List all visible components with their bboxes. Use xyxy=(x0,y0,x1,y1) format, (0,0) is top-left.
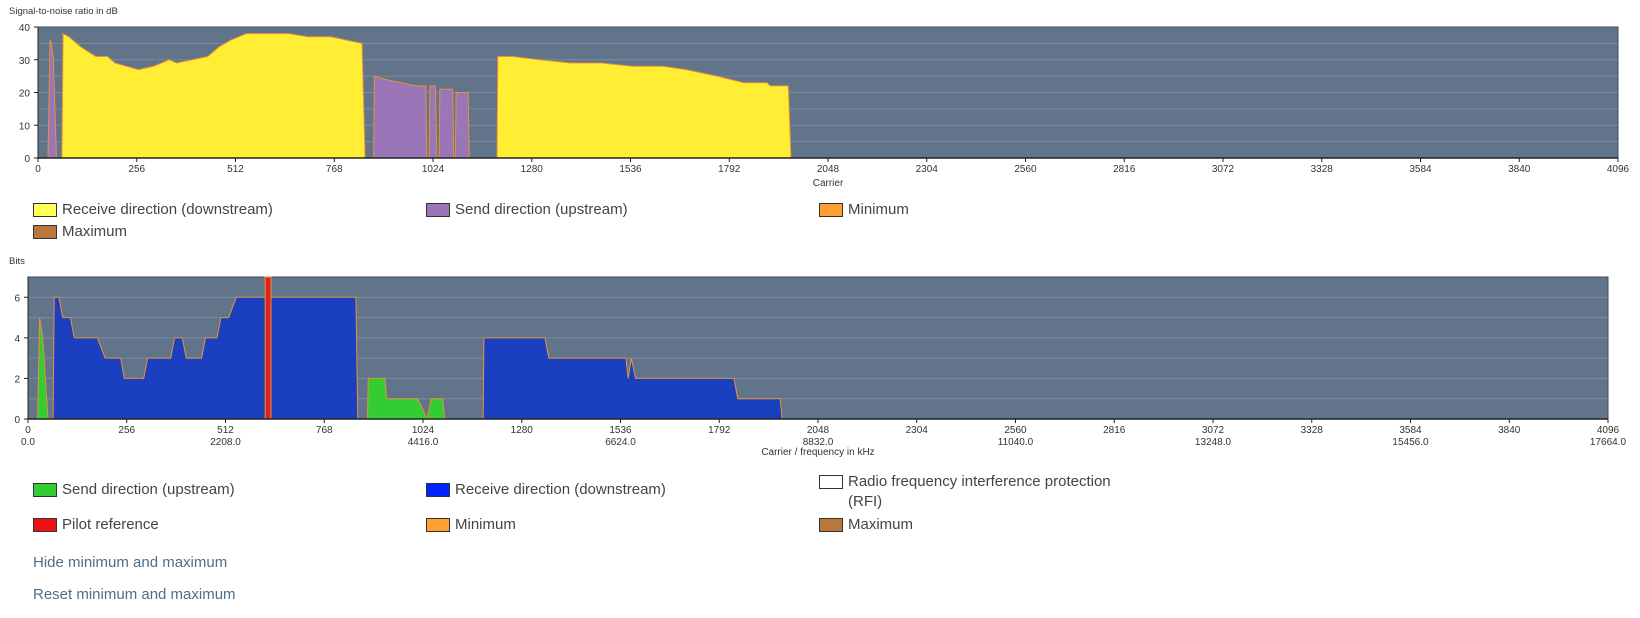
x-axis-title: Carrier xyxy=(813,178,844,189)
x-tick-label: 2048 xyxy=(807,425,830,436)
x-tick-label: 2560 xyxy=(1004,425,1027,436)
legend-swatch xyxy=(819,475,843,489)
y-tick-label: 6 xyxy=(14,293,20,304)
legend-swatch xyxy=(819,203,843,217)
legend-label: Receive direction (downstream) xyxy=(455,481,666,498)
freq-tick-label: 13248.0 xyxy=(1195,437,1232,448)
x-tick-label: 768 xyxy=(316,425,333,436)
legend-swatch xyxy=(33,483,57,497)
freq-tick-label: 11040.0 xyxy=(998,437,1034,448)
x-tick-label: 1792 xyxy=(708,425,731,436)
x-tick-label: 2816 xyxy=(1113,164,1136,175)
series-area-1 xyxy=(366,377,446,421)
y-axis-title: Bits xyxy=(9,256,25,267)
legend-item-receive-downstream[interactable]: Receive direction (downstream) xyxy=(33,200,273,220)
x-tick-label: 3840 xyxy=(1498,425,1521,436)
x-tick-label: 4096 xyxy=(1597,425,1620,436)
legend-swatch xyxy=(33,203,57,217)
x-tick-label: 4096 xyxy=(1607,164,1630,175)
legend-item-minimum[interactable]: Minimum xyxy=(426,515,516,535)
x-tick-label: 256 xyxy=(118,425,135,436)
y-tick-label: 20 xyxy=(19,89,31,100)
y-tick-label: 4 xyxy=(14,334,20,345)
freq-tick-label: 2208.0 xyxy=(210,437,241,448)
legend-label: Maximum xyxy=(848,516,914,533)
legend-item-send-upstream[interactable]: Send direction (upstream) xyxy=(33,480,235,500)
legend-item-receive-downstream[interactable]: Receive direction (downstream) xyxy=(426,480,666,500)
y-tick-label: 40 xyxy=(19,23,31,34)
y-tick-label: 0 xyxy=(24,154,30,165)
y-axis-title: Signal-to-noise ratio in dB xyxy=(9,6,118,17)
x-tick-label: 1024 xyxy=(422,164,445,175)
legend-swatch xyxy=(819,518,843,532)
series-area-2 xyxy=(52,296,359,420)
series-area-4 xyxy=(264,276,272,420)
freq-tick-label: 15456.0 xyxy=(1392,437,1429,448)
x-tick-label: 1536 xyxy=(619,164,642,175)
y-tick-label: 10 xyxy=(19,121,31,132)
x-tick-label: 3584 xyxy=(1409,164,1432,175)
legend-swatch xyxy=(426,483,450,497)
y-tick-label: 30 xyxy=(19,56,31,67)
series-area-3 xyxy=(373,75,470,159)
freq-tick-label: 8832.0 xyxy=(803,437,834,448)
x-tick-label: 2304 xyxy=(916,164,939,175)
legend-swatch xyxy=(33,518,57,532)
hide-min-max-link[interactable]: Hide minimum and maximum xyxy=(33,554,228,571)
legend-label: Receive direction (downstream) xyxy=(62,201,273,218)
x-tick-label: 1280 xyxy=(511,425,534,436)
legend-item-minimum[interactable]: Minimum xyxy=(819,200,909,220)
legend-label: Send direction (upstream) xyxy=(455,201,628,218)
x-tick-label: 2304 xyxy=(906,425,929,436)
freq-tick-label: 4416.0 xyxy=(408,437,439,448)
x-tick-label: 3584 xyxy=(1399,425,1422,436)
x-axis-title: Carrier / frequency in kHz xyxy=(761,447,874,458)
x-tick-label: 3072 xyxy=(1212,164,1235,175)
legend-label: Radio frequency interference protection … xyxy=(848,473,1111,510)
x-tick-label: 1536 xyxy=(609,425,632,436)
x-tick-label: 1024 xyxy=(412,425,435,436)
legend-label: Maximum xyxy=(62,223,128,240)
legend-label: Minimum xyxy=(848,201,909,218)
x-tick-label: 3328 xyxy=(1311,164,1334,175)
series-area-0 xyxy=(61,32,366,159)
legend-item-maximum[interactable]: Maximum xyxy=(819,515,913,535)
freq-tick-label: 0.0 xyxy=(21,437,35,448)
legend-item-pilot-reference[interactable]: Pilot reference xyxy=(33,515,159,535)
x-tick-label: 512 xyxy=(217,425,234,436)
legend-label: Send direction (upstream) xyxy=(62,481,235,498)
legend-item-maximum[interactable]: Maximum xyxy=(33,222,127,242)
reset-min-max-link[interactable]: Reset minimum and maximum xyxy=(33,586,236,603)
x-tick-label: 2560 xyxy=(1014,164,1037,175)
legend-swatch xyxy=(426,518,450,532)
series-area-1 xyxy=(496,56,792,159)
x-tick-label: 0 xyxy=(25,425,31,436)
x-tick-label: 3072 xyxy=(1202,425,1225,436)
legend-label: Minimum xyxy=(455,516,516,533)
x-tick-label: 768 xyxy=(326,164,343,175)
x-tick-label: 1280 xyxy=(521,164,544,175)
x-tick-label: 2048 xyxy=(817,164,840,175)
x-tick-label: 3328 xyxy=(1301,425,1324,436)
x-tick-label: 3840 xyxy=(1508,164,1531,175)
legend-swatch xyxy=(33,225,57,239)
y-tick-label: 0 xyxy=(14,415,20,426)
series-area-3 xyxy=(482,337,783,420)
legend-swatch xyxy=(426,203,450,217)
x-tick-label: 1792 xyxy=(718,164,741,175)
x-tick-label: 256 xyxy=(128,164,145,175)
x-tick-label: 2816 xyxy=(1103,425,1126,436)
freq-tick-label: 6624.0 xyxy=(605,437,636,448)
legend-item-rfi[interactable]: Radio frequency interference protection … xyxy=(819,472,1148,512)
legend-label: Pilot reference xyxy=(62,516,159,533)
y-tick-label: 2 xyxy=(14,374,20,385)
x-tick-label: 512 xyxy=(227,164,244,175)
freq-tick-label: 17664.0 xyxy=(1590,437,1627,448)
legend-item-send-upstream[interactable]: Send direction (upstream) xyxy=(426,200,628,220)
x-tick-label: 0 xyxy=(35,164,41,175)
